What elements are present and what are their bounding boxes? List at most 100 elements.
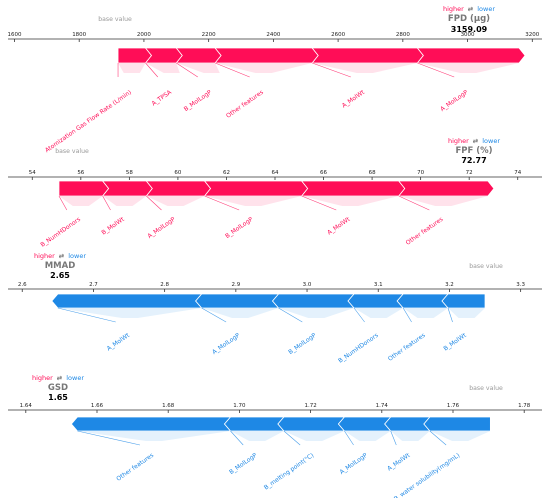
segment-connector — [58, 196, 103, 206]
feature-label: Other features — [387, 332, 427, 363]
base-value-label: base value — [98, 16, 132, 23]
segment-leader-line — [301, 195, 337, 211]
segment-leader-line — [146, 195, 162, 211]
x-tick-label: 3.1 — [374, 282, 383, 288]
segment-connector — [145, 63, 180, 73]
lower-label: lower — [66, 374, 84, 382]
force-segment — [145, 180, 212, 197]
x-tick-label: 1800 — [72, 32, 86, 38]
segment-connector — [312, 63, 418, 73]
segment-connector — [201, 308, 279, 318]
force-segment — [214, 47, 319, 64]
segment-connector — [429, 431, 491, 441]
force-segment — [423, 416, 491, 432]
output-name: FPF (%) — [455, 146, 492, 156]
force-segment — [441, 293, 486, 309]
x-tick-label: 60 — [174, 170, 181, 176]
x-tick-label: 1.64 — [20, 403, 33, 409]
feature-label: A_MolLogP — [339, 452, 370, 476]
higher-label: higher — [448, 137, 469, 145]
feature-label: A_MolLogP — [211, 332, 242, 356]
force-segment — [397, 180, 495, 197]
segment-leader-line — [278, 307, 303, 323]
segment-connector — [230, 431, 284, 441]
segment-leader-line — [57, 307, 116, 323]
higher-lower-legend: higher ⇄ lower — [34, 252, 86, 260]
x-tick-label: 1.66 — [91, 403, 104, 409]
x-tick-label: 2.8 — [160, 282, 169, 288]
force-segment — [195, 293, 280, 309]
x-tick-label: 1.74 — [376, 403, 389, 409]
lower-label: lower — [68, 252, 86, 260]
segment-leader-line — [417, 62, 455, 78]
x-tick-label: 3.0 — [303, 282, 312, 288]
x-tick-label: 68 — [369, 170, 376, 176]
x-tick-label: 62 — [223, 170, 230, 176]
segment-connector — [102, 196, 147, 206]
force-segment — [416, 47, 526, 64]
x-tick-label: 3200 — [525, 32, 539, 38]
force-segment — [396, 293, 449, 309]
force-segment — [101, 180, 153, 197]
force-segment — [384, 416, 431, 432]
x-tick-label: 54 — [29, 170, 36, 176]
force-segment — [277, 416, 346, 432]
segment-connector — [176, 63, 220, 73]
feature-label: Other features — [225, 89, 265, 120]
feature-label: A_MolWt — [326, 216, 352, 237]
segment-connector — [204, 196, 302, 206]
segment-connector — [390, 431, 430, 441]
higher-lower-legend: higher ⇄ lower — [443, 5, 495, 13]
force-segment — [300, 180, 406, 197]
segment-leader-line — [353, 307, 365, 323]
feature-label: B_MolWt — [100, 216, 126, 237]
x-tick-label: 2.7 — [89, 282, 98, 288]
x-tick-label: 3.3 — [516, 282, 525, 288]
output-name: MMAD — [45, 261, 76, 271]
x-tick-label: 1.70 — [233, 403, 246, 409]
force-segment — [70, 416, 232, 432]
force-segment — [347, 293, 405, 309]
swap-icon: ⇄ — [57, 374, 63, 382]
base-value-label: base value — [469, 263, 503, 270]
feature-label: B_NumHDonors — [39, 216, 82, 249]
segment-leader-line — [204, 195, 240, 211]
feature-label: B_MolLogP — [287, 332, 318, 356]
x-tick-label: 2.6 — [18, 282, 27, 288]
segment-leader-line — [447, 307, 453, 323]
segment-leader-line — [176, 62, 198, 78]
segment-leader-line — [344, 430, 354, 446]
feature-label: A_TPSA — [151, 88, 174, 107]
segment-connector — [57, 308, 202, 318]
segment-leader-line — [429, 430, 447, 446]
feature-label: B_NumHDonors — [337, 332, 380, 365]
swap-icon: ⇄ — [59, 252, 65, 260]
feature-label: A_MolWt — [386, 452, 412, 473]
segment-leader-line — [283, 430, 301, 446]
feature-label: B_MolLogP — [228, 452, 259, 476]
segment-leader-line — [201, 307, 227, 323]
feature-label: Atomization Gas Flow Rate (L/min) — [44, 89, 133, 154]
segment-connector — [344, 431, 391, 441]
higher-label: higher — [32, 374, 53, 382]
x-tick-label: 2200 — [202, 32, 216, 38]
feature-label: A_MolWt — [341, 89, 367, 110]
segment-connector — [283, 431, 345, 441]
feature-label: A_MolLogP — [439, 89, 470, 113]
segment-connector — [278, 308, 355, 318]
force-segment — [337, 416, 392, 432]
segment-leader-line — [402, 307, 412, 323]
force-plot-panel: 1.64 1.66 1.68 1.70 1.72 1.74 1.76 1.78 higher ⇄ l… — [8, 374, 542, 498]
force-segment — [203, 180, 309, 197]
x-tick-label: 66 — [320, 170, 327, 176]
x-tick-label: 3000 — [461, 32, 475, 38]
feature-label: B_MolWt — [442, 332, 468, 353]
x-tick-label: 2600 — [331, 32, 345, 38]
x-tick-label: 64 — [272, 170, 279, 176]
feature-label: Other features — [115, 452, 155, 483]
feature-label: B_MolLogP — [224, 216, 255, 240]
feature-label: A_MolWt — [106, 332, 132, 353]
x-tick-label: 3.2 — [445, 282, 454, 288]
output-name: FPD (μg) — [448, 14, 490, 24]
